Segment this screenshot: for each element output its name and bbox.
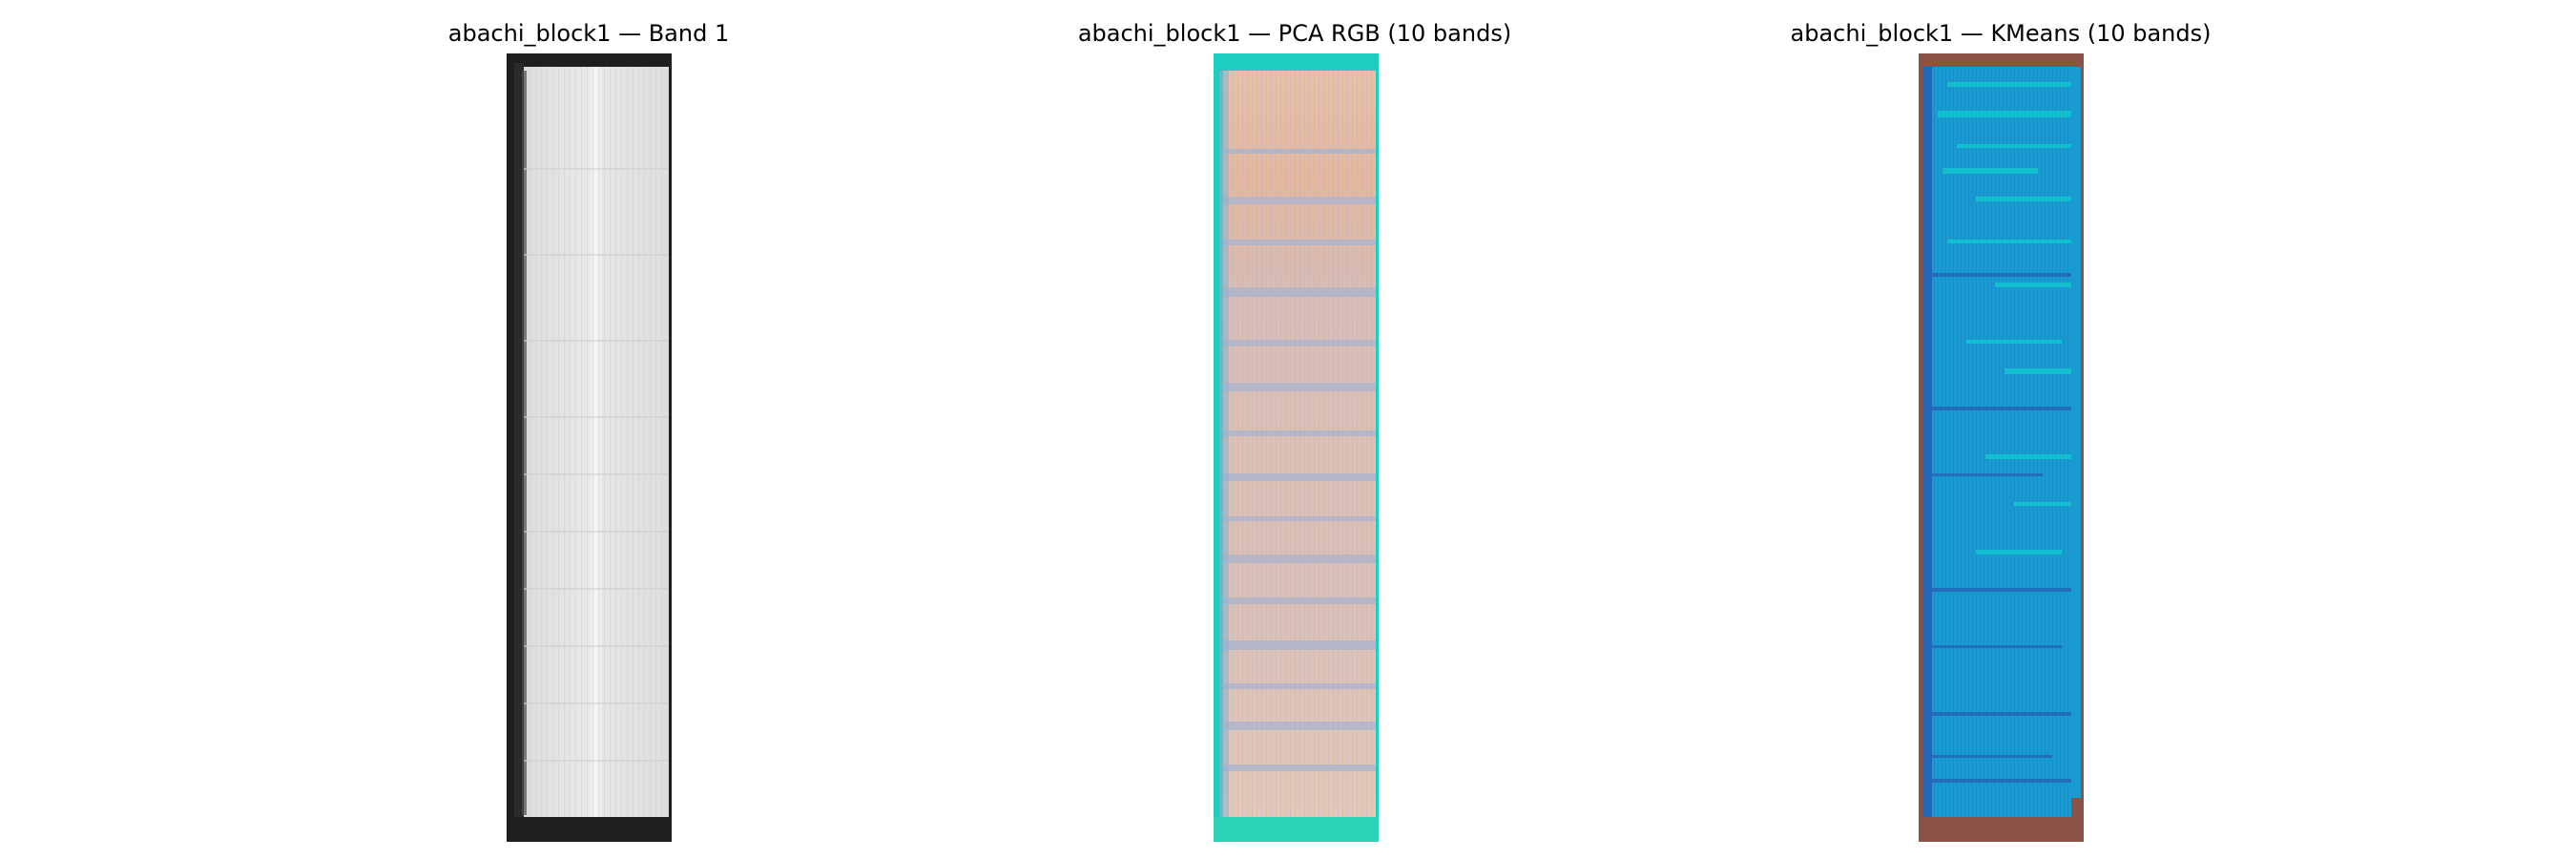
- panel-title-pca: abachi_block1 — PCA RGB (10 bands): [1077, 20, 1512, 47]
- pca-rgb-picture: [1214, 53, 1379, 842]
- pca-rgb-image: [1214, 53, 1379, 842]
- panel-title-kmeans: abachi_block1 — KMeans (10 bands): [1790, 20, 2212, 47]
- panel-title-band1: abachi_block1 — Band 1: [447, 20, 730, 47]
- band1-grayscale-picture: [507, 53, 672, 842]
- kmeans-image: [1919, 53, 2084, 842]
- band1-image: [507, 53, 672, 842]
- kmeans-cluster-picture: [1919, 53, 2084, 842]
